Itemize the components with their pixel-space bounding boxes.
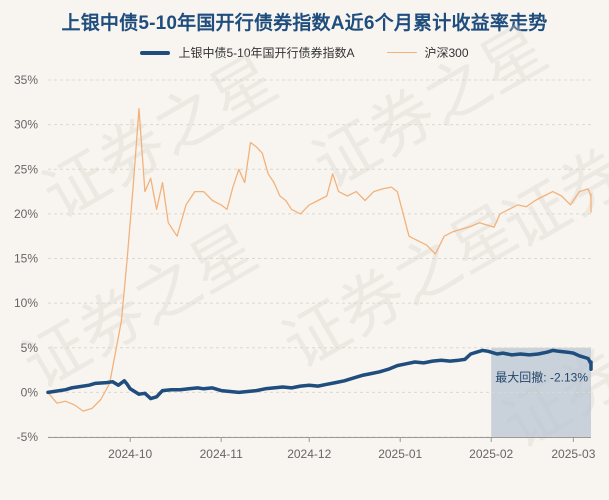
x-tick-label: 2024-12: [287, 447, 331, 461]
y-tick-label: 0%: [21, 385, 39, 399]
y-tick-label: 35%: [14, 73, 38, 87]
watermark-text: 证券之星: [31, 42, 290, 234]
y-tick-label: 25%: [14, 162, 38, 176]
y-tick-label: 15%: [14, 252, 38, 266]
y-tick-label: 30%: [14, 118, 38, 132]
y-tick-label: 20%: [14, 207, 38, 221]
legend-label-fund: 上银中债5-10年国开行债券指数A: [178, 46, 355, 60]
x-tick-label: 2024-11: [200, 447, 243, 461]
y-tick-label: 5%: [21, 341, 39, 355]
y-tick-label: 10%: [14, 296, 38, 310]
legend-swatch-fund: [140, 50, 171, 55]
series-line-csi300: [47, 107, 592, 412]
legend-item-csi300[interactable]: 沪深300: [386, 44, 469, 61]
legend-item-fund[interactable]: 上银中债5-10年国开行债券指数A: [140, 44, 355, 61]
y-tick-label: -5%: [17, 430, 39, 444]
x-tick-label: 2025-01: [378, 447, 422, 461]
watermark-text: 证券之星: [301, 12, 560, 204]
legend-label-csi300: 沪深300: [424, 46, 469, 60]
x-tick-label: 2025-02: [469, 447, 513, 461]
max-drawdown-label: 最大回撤: -2.13%: [495, 370, 588, 385]
legend: 上银中债5-10年国开行债券指数A 沪深300: [0, 44, 609, 61]
watermark-text: 证券之星: [271, 192, 530, 384]
series-line-fund: [46, 348, 593, 401]
legend-swatch-csi300: [386, 51, 417, 54]
x-tick-label: 2024-10: [108, 447, 152, 461]
x-tick-label: 2025-03: [551, 447, 595, 461]
watermark-text: 证券之星: [11, 212, 270, 404]
chart-title: 上银中债5-10年国开行债券指数A近6个月累计收益率走势: [61, 13, 548, 34]
